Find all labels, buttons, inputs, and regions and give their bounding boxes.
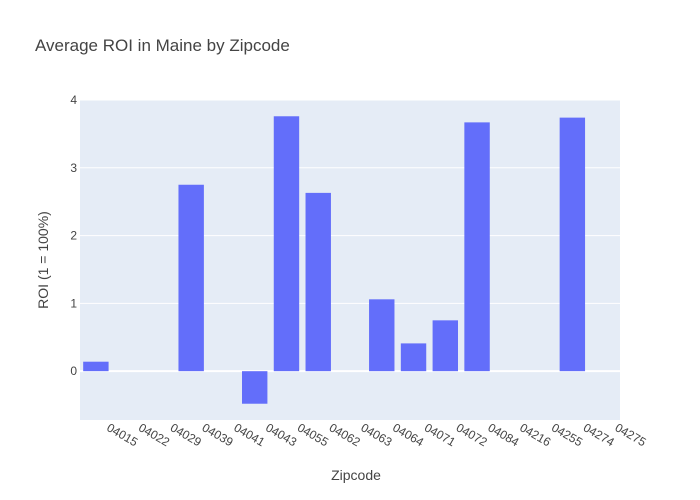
bar-04084: [464, 122, 490, 372]
gridlines: [80, 99, 620, 373]
x-tick-label: 04084: [486, 420, 522, 449]
y-tick-label: 3: [70, 161, 77, 175]
bar-04055: [273, 116, 300, 372]
x-tick-label: 04029: [168, 420, 204, 449]
bars: [83, 116, 586, 404]
x-tick-label: 04055: [295, 420, 331, 449]
x-tick-label: 04064: [390, 420, 426, 449]
x-tick-label: 04275: [613, 420, 649, 449]
y-tick-label: 0: [70, 364, 77, 378]
x-tick-label: 04043: [263, 420, 299, 449]
chart-title: Average ROI in Maine by Zipcode: [35, 36, 290, 55]
bar-04043: [242, 371, 268, 404]
bar-04039: [178, 184, 204, 372]
bar-04072: [432, 320, 458, 372]
x-tick-label: 04274: [581, 420, 617, 449]
x-axis-ticks: 0401504022040290403904041040430405504062…: [104, 420, 648, 449]
y-axis-ticks: 0 1 2 3 4: [70, 93, 77, 378]
bar-04015: [83, 361, 109, 372]
x-tick-label: 04255: [549, 420, 585, 449]
x-tick-label: 04039: [200, 420, 236, 449]
bar-04274: [559, 117, 586, 372]
x-tick-label: 04063: [359, 420, 395, 449]
x-tick-label: 04216: [517, 420, 553, 449]
y-axis-label: ROI (1 = 100%): [35, 211, 51, 309]
y-tick-label: 4: [70, 93, 77, 107]
bar-04062: [305, 192, 331, 372]
bar-04064: [369, 299, 395, 372]
x-tick-label: 04022: [136, 420, 172, 449]
x-tick-label: 04062: [327, 420, 363, 449]
bar-04071: [400, 343, 427, 372]
x-tick-label: 04071: [422, 420, 458, 449]
y-tick-label: 2: [70, 229, 77, 243]
x-tick-label: 04015: [104, 420, 140, 449]
x-tick-label: 04041: [231, 420, 267, 449]
x-axis-label: Zipcode: [331, 467, 381, 483]
plot-area: [80, 100, 620, 420]
x-tick-label: 04072: [454, 420, 490, 449]
y-tick-label: 1: [70, 296, 77, 310]
